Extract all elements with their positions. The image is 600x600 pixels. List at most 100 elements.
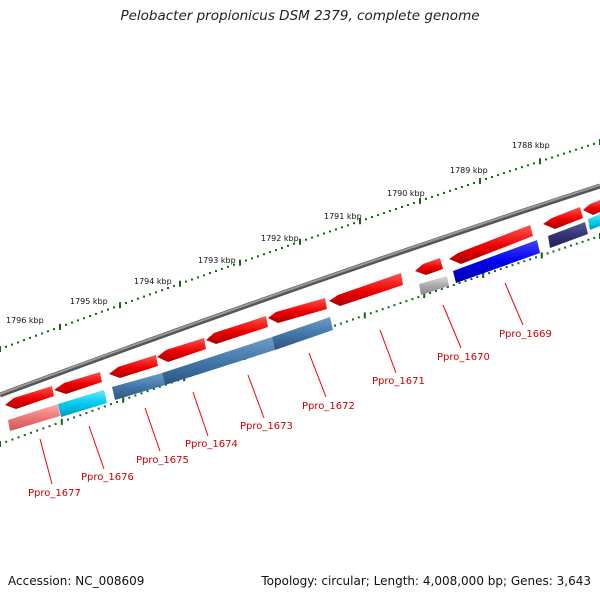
kbp-label: 1792 kbp [261, 234, 299, 243]
minor-tick [509, 170, 511, 173]
gene-arrow[interactable] [54, 372, 102, 394]
minor-tick [23, 339, 25, 342]
minor-tick [89, 315, 91, 317]
major-tick [540, 252, 543, 259]
minor-tick [455, 187, 457, 190]
gene-box[interactable] [58, 390, 107, 417]
genome-backbone-highlight [0, 184, 600, 395]
gene-label[interactable]: Ppro_1669 [499, 329, 552, 340]
minor-tick [535, 256, 537, 259]
minor-tick [569, 150, 571, 153]
gene-arrow[interactable] [268, 298, 327, 323]
minor-tick [395, 208, 397, 210]
minor-tick [85, 412, 88, 414]
minor-tick [149, 293, 151, 296]
kbp-label: 1791 kbp [324, 212, 362, 221]
minor-tick [575, 242, 578, 245]
gene-box[interactable] [419, 276, 449, 295]
major-tick [60, 418, 63, 425]
gene-box[interactable] [548, 222, 588, 248]
minor-tick [511, 264, 514, 267]
gene-label[interactable]: Ppro_1675 [136, 455, 189, 466]
minor-tick [552, 250, 555, 253]
minor-tick [65, 323, 67, 326]
minor-tick [173, 284, 175, 287]
minor-tick [334, 324, 336, 327]
minor-tick [497, 174, 499, 177]
minor-tick [369, 312, 372, 315]
major-tick [59, 323, 61, 330]
minor-tick [435, 290, 437, 292]
minor-tick [131, 299, 133, 302]
minor-tick [101, 310, 103, 313]
minor-tick [393, 304, 396, 307]
minor-tick [461, 186, 463, 188]
minor-tick [515, 168, 517, 171]
minor-tick [546, 252, 549, 255]
minor-tick [311, 236, 313, 239]
minor-tick [375, 310, 378, 313]
gene-box[interactable] [8, 404, 60, 431]
gene-arrow[interactable] [415, 258, 443, 275]
minor-tick [48, 425, 51, 428]
minor-tick [116, 401, 119, 403]
minor-tick [417, 296, 420, 299]
gene-box[interactable] [453, 240, 540, 283]
minor-tick [42, 427, 45, 430]
gene-arrow[interactable] [206, 316, 268, 344]
minor-tick [113, 306, 115, 309]
minor-tick [377, 214, 379, 217]
gene-arrow[interactable] [109, 355, 158, 378]
minor-tick [191, 278, 193, 281]
major-tick [0, 346, 1, 352]
minor-tick [446, 286, 449, 288]
minor-tick [488, 272, 491, 275]
gene-arrow[interactable] [329, 273, 403, 306]
minor-tick [73, 416, 76, 419]
minor-tick [128, 396, 131, 399]
gene-box[interactable] [162, 337, 275, 385]
gene-box[interactable] [112, 373, 165, 400]
minor-tick [275, 249, 277, 252]
minor-tick [383, 212, 385, 215]
minor-tick [29, 336, 31, 339]
minor-tick [505, 266, 508, 269]
gene-label[interactable]: Ppro_1676 [81, 472, 134, 483]
major-tick [359, 218, 361, 225]
minor-tick [563, 152, 565, 155]
minor-tick [452, 284, 455, 286]
gene-label[interactable]: Ppro_1677 [28, 488, 81, 499]
minor-tick [431, 195, 433, 198]
minor-tick [365, 218, 367, 221]
gene-box[interactable] [272, 317, 333, 350]
minor-tick [389, 210, 391, 212]
major-tick [299, 238, 301, 245]
minor-tick [323, 232, 325, 235]
minor-tick [215, 270, 217, 272]
minor-tick [71, 321, 73, 324]
minor-tick [564, 246, 567, 249]
gene-label[interactable]: Ppro_1674 [185, 439, 238, 450]
gene-arrow[interactable] [5, 386, 54, 409]
gene-label[interactable]: Ppro_1672 [302, 401, 355, 412]
gene-label[interactable]: Ppro_1671 [372, 376, 425, 387]
gene-arrow[interactable] [583, 200, 600, 215]
gene-box[interactable] [588, 214, 600, 230]
major-tick [363, 312, 366, 319]
minor-tick [233, 263, 235, 266]
outer-tick-row [0, 139, 600, 352]
minor-tick [593, 142, 595, 145]
minor-tick [353, 222, 355, 225]
gene-label[interactable]: Ppro_1673 [240, 421, 293, 432]
major-tick [479, 178, 481, 184]
minor-tick [551, 156, 553, 159]
minor-tick [17, 341, 19, 344]
gene-label[interactable]: Ppro_1670 [437, 352, 490, 363]
gene-arrow[interactable] [157, 338, 206, 362]
gene-arrow[interactable] [449, 225, 533, 264]
leader-lines [39, 282, 524, 485]
minor-tick [53, 328, 55, 331]
gene-arrow[interactable] [543, 207, 583, 229]
minor-tick [143, 295, 145, 298]
